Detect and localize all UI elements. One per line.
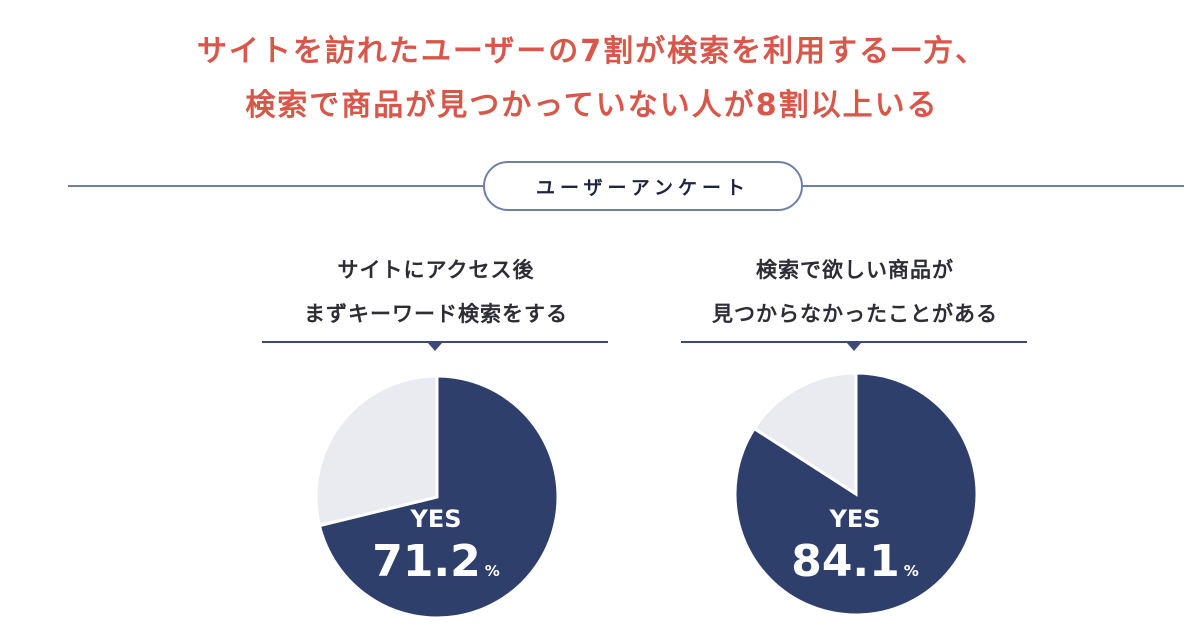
chart-2-title: 検索で欲しい商品が 見つからなかったことがある [655, 248, 1055, 336]
chart-1-value-unit: % [484, 562, 500, 580]
chart-1-title-rule [262, 341, 608, 343]
chart-2-yes-label: YES [829, 505, 881, 533]
section-label: ユーザーアンケート [483, 161, 803, 211]
chart-1-value: 71.2% [316, 536, 556, 587]
chart-2-value: 84.1% [735, 536, 975, 587]
chart-2-slice-other [752, 371, 858, 497]
chart-1-title: サイトにアクセス後 まずキーワード検索をする [236, 248, 636, 336]
chart-1-value-number: 71.2 [372, 536, 481, 587]
chart-2-value-unit: % [903, 562, 919, 580]
chart-2-title-rule [681, 341, 1027, 343]
chart-2-caret-icon [847, 343, 861, 351]
headline-line-2: 検索で商品が見つかっていない人が8割以上いる [245, 88, 939, 123]
chart-2-title-line-2: 見つからなかったことがある [712, 302, 998, 326]
section-rule-right [803, 185, 1184, 187]
chart-2-title-line-1: 検索で欲しい商品が [756, 258, 954, 282]
chart-1-slice-yes [317, 374, 560, 620]
chart-1-caret-icon [428, 343, 442, 351]
chart-1-title-line-1: サイトにアクセス後 [337, 258, 535, 282]
section-rule-left [68, 185, 483, 187]
chart-1-title-line-2: まずキーワード検索をする [304, 302, 568, 326]
chart-2-value-number: 84.1 [791, 536, 900, 587]
chart-1-yes-label: YES [410, 505, 462, 533]
chart-1-slice-other [314, 374, 439, 528]
headline-line-1: サイトを訪れたユーザーの7割が検索を利用する一方、 [196, 34, 988, 69]
